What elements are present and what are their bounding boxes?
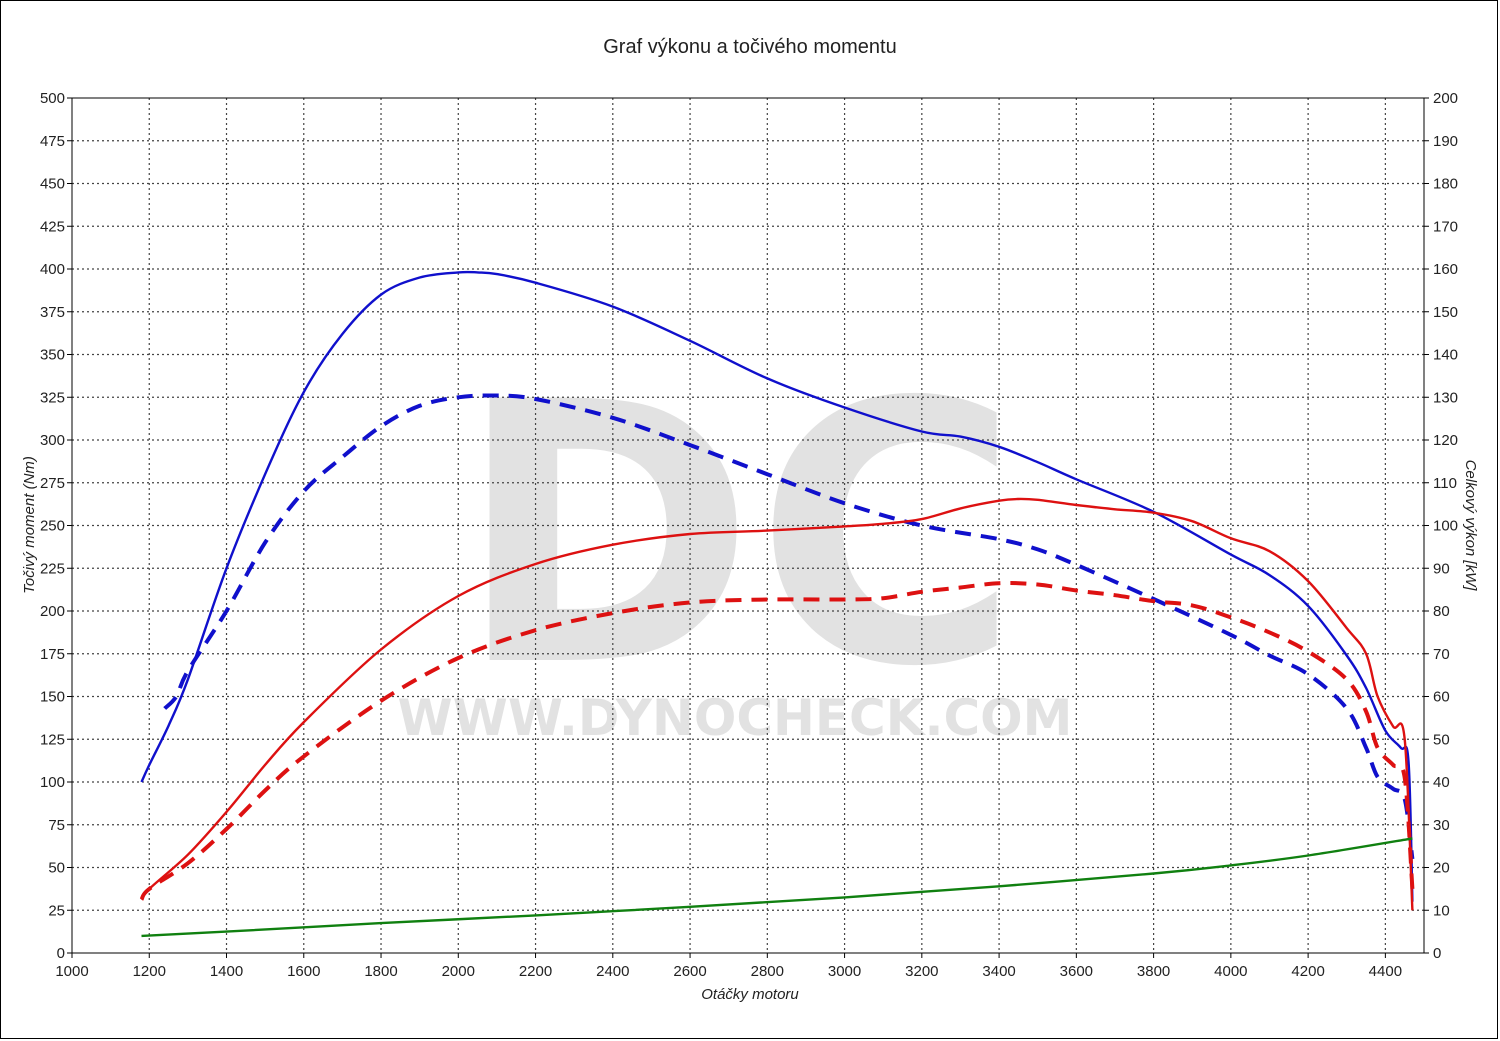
y-left-tick-label: 450	[40, 176, 65, 193]
x-tick-label: 3200	[905, 963, 938, 980]
y-left-tick-label: 350	[40, 347, 65, 364]
y-right-tick-label: 180	[1433, 176, 1458, 193]
x-tick-label: 2600	[673, 963, 706, 980]
axis-ticks: 1000 1200 1400 1600 1800 2000 2200 2400 2600 2800…	[40, 90, 1458, 980]
grid	[72, 98, 1424, 953]
x-tick-label: 1400	[210, 963, 243, 980]
y-left-tick-label: 475	[40, 133, 65, 150]
y-right-tick-label: 150	[1433, 304, 1458, 321]
series-loss	[141, 837, 1413, 938]
y-right-tick-label: 80	[1433, 603, 1450, 620]
watermark-url: WWW.DYNOCHECK.COM	[398, 689, 1073, 747]
x-tick-label: 4200	[1291, 963, 1324, 980]
y-right-axis-label: Celkový výkon [kW]	[1462, 460, 1479, 592]
y-right-tick-label: 20	[1433, 860, 1450, 877]
series-torque-tuned	[140, 270, 1414, 902]
x-tick-label: 4000	[1214, 963, 1247, 980]
y-right-tick-label: 130	[1433, 389, 1458, 406]
x-tick-label: 1600	[287, 963, 320, 980]
x-tick-label: 2400	[596, 963, 629, 980]
y-right-tick-label: 100	[1433, 518, 1458, 535]
y-right-tick-label: 160	[1433, 261, 1458, 278]
y-left-tick-label: 325	[40, 389, 65, 406]
y-right-tick-label: 120	[1433, 432, 1458, 449]
y-right-tick-label: 140	[1433, 347, 1458, 364]
x-tick-label: 3000	[828, 963, 861, 980]
x-tick-label: 1800	[364, 963, 397, 980]
y-left-tick-label: 25	[48, 902, 65, 919]
y-left-tick-label: 225	[40, 560, 65, 577]
y-right-tick-label: 40	[1433, 774, 1450, 791]
y-left-tick-label: 425	[40, 218, 65, 235]
x-tick-label: 1000	[55, 963, 88, 980]
series-lines	[139, 270, 1415, 938]
y-right-tick-label: 10	[1433, 902, 1450, 919]
y-left-tick-label: 400	[40, 261, 65, 278]
y-right-tick-label: 190	[1433, 133, 1458, 150]
y-left-tick-label: 275	[40, 475, 65, 492]
x-tick-label: 2200	[519, 963, 552, 980]
y-left-tick-label: 200	[40, 603, 65, 620]
y-left-tick-label: 150	[40, 689, 65, 706]
y-left-tick-label: 75	[48, 817, 65, 834]
y-right-tick-label: 0	[1433, 945, 1441, 962]
y-right-tick-label: 200	[1433, 90, 1458, 107]
x-tick-label: 3400	[982, 963, 1015, 980]
y-right-tick-label: 60	[1433, 689, 1450, 706]
x-tick-label: 2000	[442, 963, 475, 980]
x-tick-label: 3800	[1137, 963, 1170, 980]
y-left-axis-label: Točivý moment (Nm)	[21, 456, 38, 594]
y-right-tick-label: 90	[1433, 560, 1450, 577]
watermark-logo: DC	[456, 326, 1019, 745]
y-left-tick-label: 500	[40, 90, 65, 107]
chart-title: Graf výkonu a točivého momentu	[603, 36, 896, 58]
series-power-tuned	[140, 497, 1414, 911]
y-right-tick-label: 50	[1433, 731, 1450, 748]
y-right-tick-label: 170	[1433, 218, 1458, 235]
x-tick-label: 4400	[1369, 963, 1402, 980]
series-power-stock	[139, 581, 1415, 901]
y-left-tick-label: 125	[40, 731, 65, 748]
x-tick-label: 1200	[133, 963, 166, 980]
dynocheck-watermark: DC WWW.DYNOCHECK.COM	[398, 326, 1073, 747]
y-left-tick-label: 100	[40, 774, 65, 791]
x-axis-label: Otáčky motoru	[701, 986, 799, 1003]
y-left-tick-label: 250	[40, 518, 65, 535]
y-left-tick-label: 50	[48, 860, 65, 877]
y-left-tick-label: 0	[57, 945, 65, 962]
y-left-tick-label: 175	[40, 646, 65, 663]
x-tick-label: 3600	[1060, 963, 1093, 980]
y-left-tick-label: 300	[40, 432, 65, 449]
y-right-tick-label: 70	[1433, 646, 1450, 663]
x-tick-label: 2800	[751, 963, 784, 980]
y-left-tick-label: 375	[40, 304, 65, 321]
y-right-tick-label: 30	[1433, 817, 1450, 834]
y-right-tick-label: 110	[1433, 475, 1457, 492]
